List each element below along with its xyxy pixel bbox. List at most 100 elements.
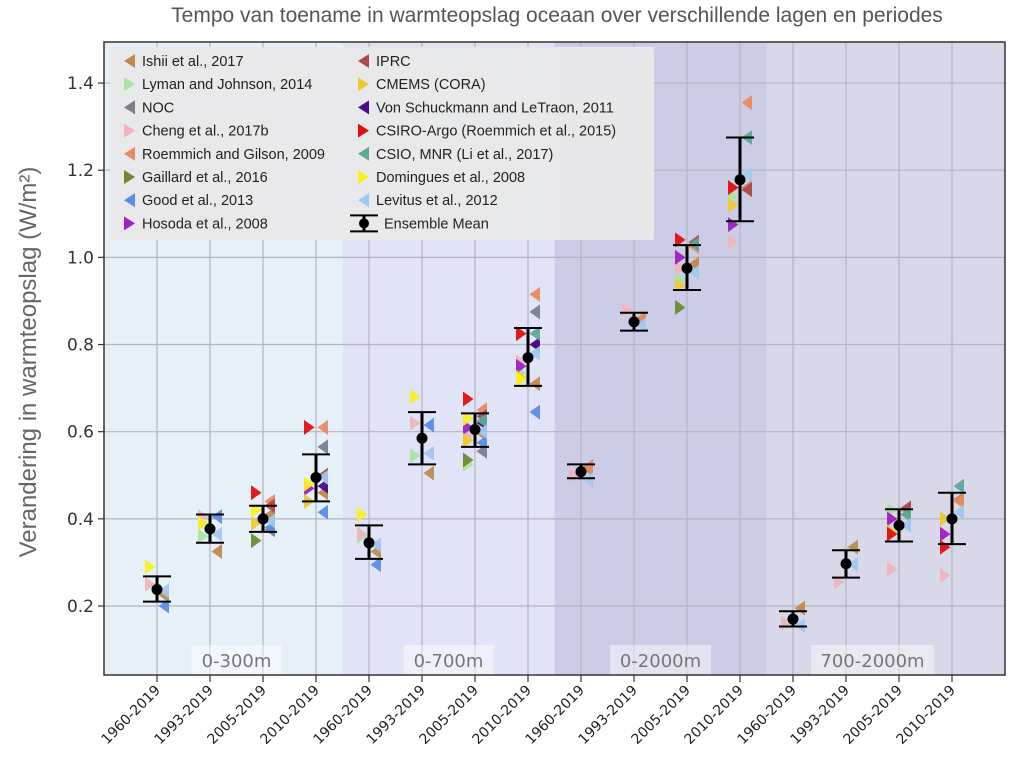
y-tick-label: 0.2 [67,597,94,617]
legend-box [110,47,654,240]
legend-label: Von Schuckmann and LeTraon, 2011 [376,100,614,116]
data-point-marker [463,411,474,427]
legend-label: Hosoda et al., 2008 [142,216,268,232]
data-point-marker [953,478,964,494]
legend-label: Levitus et al., 2012 [376,193,498,209]
data-point-marker [529,304,540,320]
data-point-marker [423,445,434,461]
ensemble-mean-point [681,262,693,274]
data-point-marker [370,557,381,573]
y-tick-label: 1.2 [67,161,94,181]
region-label-bg [191,645,282,675]
data-point-marker [211,544,222,560]
legend-label: Good et al., 2013 [142,193,253,209]
ensemble-mean-point [787,613,799,625]
ensemble-mean-point [469,424,481,436]
legend-label: CSIO, MNR (Li et al., 2017) [376,147,553,163]
data-point-marker [741,167,752,183]
ensemble-mean-point [893,519,905,531]
legend-marker-icon [124,77,135,92]
data-point-marker [516,358,527,374]
data-point-marker [423,417,434,433]
data-point-marker [728,180,739,196]
data-point-marker [635,317,646,333]
data-point-marker [675,260,686,276]
ensemble-mean-point [310,471,322,483]
data-point-marker [887,511,898,527]
y-tick-label: 1.0 [67,248,94,268]
data-point-marker [741,182,752,198]
data-point-marker [900,506,911,522]
legend-label: CMEMS (CORA) [376,77,486,93]
data-point-marker [304,476,315,492]
data-point-marker [688,265,699,281]
data-point-marker [675,299,686,315]
data-point-marker [158,583,169,599]
legend: Ishii et al., 2017 Lyman and Johnson, 201… [110,47,654,240]
data-point-marker [251,485,262,501]
data-point-marker [728,234,739,250]
data-point-marker [940,526,951,542]
ensemble-mean-point [151,583,163,595]
data-point-marker [410,448,421,464]
legend-label: Domingues et al., 2008 [376,170,525,186]
ensemble-mean-point [416,432,428,444]
data-point-marker [476,424,487,440]
data-point-marker [476,413,487,429]
region-label: 0-700m [414,651,484,672]
legend-marker-icon [124,123,135,138]
ensemble-mean-point [204,523,216,535]
data-point-marker [198,515,209,531]
legend-label: Cheng et al., 2017b [142,124,269,140]
region-label: 0-2000m [620,651,701,672]
data-point-marker [463,432,474,448]
legend-mean-dot-icon [359,218,369,229]
chart-title: Tempo van toename in warmteopslag oceaan… [171,4,943,27]
legend-marker-icon [358,123,369,138]
ensemble-mean-point [522,352,534,364]
region-label: 700-2000m [820,651,924,672]
region-label-bg [811,645,934,675]
data-point-marker [516,326,527,342]
data-point-marker [887,561,898,577]
data-point-marker [529,404,540,420]
data-point-marker [145,559,156,575]
data-point-marker [211,526,222,542]
y-tick-label: 1.4 [67,74,94,94]
legend-marker-icon [358,100,369,115]
ensemble-mean-point [734,174,746,186]
data-point-marker [357,506,368,522]
ensemble-mean-point [840,558,852,570]
data-point-marker [953,493,964,509]
data-point-marker [582,472,593,488]
y-tick-label: 0.8 [67,336,94,356]
data-point-marker [847,557,858,573]
ensemble-mean-point [257,513,269,525]
legend-label: NOC [142,100,174,116]
data-point-marker [529,345,540,361]
legend-marker-icon [124,170,135,184]
data-point-marker [463,391,474,407]
legend-marker-icon [124,146,135,161]
data-point-marker [423,465,434,481]
data-point-marker [357,526,368,542]
data-point-marker [582,459,593,475]
legend-label: Gaillard et al., 2016 [142,170,268,186]
ensemble-mean-point [575,466,587,478]
legend-marker-icon [358,146,369,161]
legend-marker-icon [124,216,135,231]
region-label-bg [403,645,494,675]
legend-marker-icon [358,77,369,92]
legend-marker-icon [358,193,369,208]
legend-label: CSIRO-Argo (Roemmich et al., 2015) [376,124,616,140]
ensemble-mean-point [363,537,375,549]
data-point-marker [211,509,222,525]
legend-label: Roemmich and Gilson, 2009 [142,147,325,163]
data-point-marker [198,528,209,544]
data-point-marker [304,419,315,435]
legend-marker-icon [358,170,369,184]
region-label: 0-300m [202,651,272,672]
data-point-marker [317,504,328,520]
data-point-marker [317,469,328,485]
data-point-marker [145,576,156,592]
